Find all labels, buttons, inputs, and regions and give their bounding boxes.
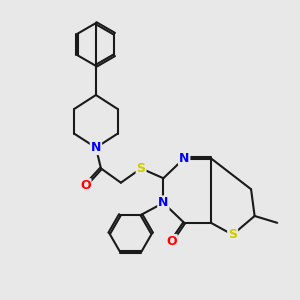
Text: N: N: [158, 196, 169, 209]
Text: S: S: [136, 162, 146, 175]
Text: S: S: [228, 228, 237, 241]
Text: O: O: [80, 179, 91, 192]
Text: N: N: [91, 141, 101, 154]
Text: N: N: [179, 152, 189, 165]
Text: O: O: [166, 235, 177, 248]
